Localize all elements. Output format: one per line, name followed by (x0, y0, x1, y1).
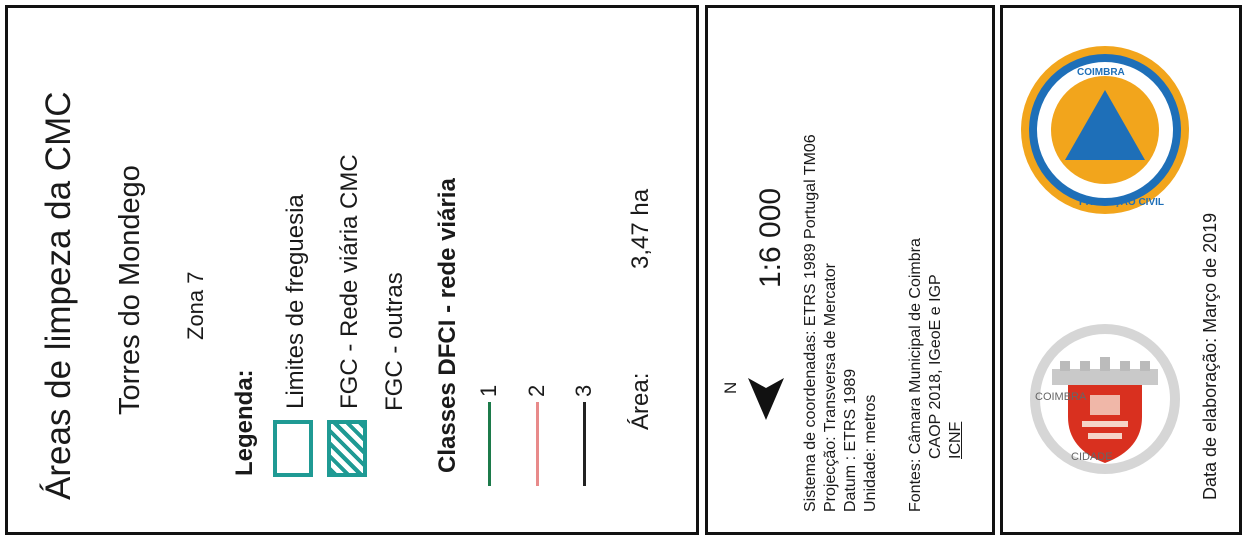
road-class-3-line (583, 402, 586, 486)
info-panel: Áreas de limpeza da CMC Torres do Mondeg… (5, 5, 699, 535)
scale-projection-panel: N 1:6 000 Sistema de coordenadas: ETRS 1… (705, 5, 995, 535)
road-class-label: 1 (476, 384, 501, 397)
place-name: Torres do Mondego (114, 165, 146, 415)
civil-protection-seal: PROTEÇÃO CIVIL COIMBRA (1017, 42, 1193, 218)
sources-line: ICNF (947, 421, 964, 459)
logos-panel: COIMBRA CIDADE PROTEÇÃO CIVIL COIMBRA Da… (1000, 5, 1242, 535)
area-value: 3,47 ha (627, 188, 654, 269)
zone-label: Zona 7 (183, 271, 208, 341)
boundary-swatch (273, 420, 313, 477)
road-class-label: 3 (571, 384, 596, 397)
road-class-heading: Classes DFCI - rede viária (434, 178, 461, 473)
sources-line: CAOP 2018, IGeoE e IGP (927, 274, 944, 459)
seal-top-text: PROTEÇÃO CIVIL (1079, 197, 1165, 208)
coordinate-line: Datum : ETRS 1989 (842, 368, 859, 512)
coordinate-line: Projecção: Transversa de Mercator (822, 263, 839, 512)
coat-bottom-text: CIDADE (1071, 451, 1113, 463)
legend-item-label: FGC - outras (381, 272, 408, 411)
map-title: Áreas de limpeza da CMC (39, 91, 78, 501)
seal-side-text: COIMBRA (1077, 67, 1125, 78)
legend-heading: Legenda: (231, 369, 258, 476)
sources-line: Fontes: Câmara Municipal de Coimbra (907, 238, 924, 512)
road-class-1-line (488, 402, 491, 486)
north-label: N (721, 381, 740, 394)
road-class-label: 2 (524, 384, 549, 397)
coordinate-line: Sistema de coordenadas: ETRS 1989 Portug… (802, 134, 819, 512)
creation-date: Data de elaboração: Março de 2019 (1200, 212, 1220, 500)
legend-item-label: FGC - Rede viária CMC (336, 154, 363, 409)
north-arrow-icon (748, 378, 784, 420)
coimbra-coat-of-arms: COIMBRA CIDADE (1023, 324, 1188, 474)
road-class-2-line (536, 402, 539, 486)
coat-top-text: COIMBRA (1035, 391, 1087, 403)
scale-label: 1:6 000 (754, 187, 787, 288)
coat-of-arms-icon (1030, 324, 1180, 474)
coordinate-line: Unidade: metros (862, 394, 879, 512)
area-label: Área: (627, 372, 654, 430)
legend-item-label: Limites de freguesia (282, 194, 309, 409)
road-network-swatch (327, 420, 367, 477)
civil-protection-icon (1021, 46, 1189, 214)
